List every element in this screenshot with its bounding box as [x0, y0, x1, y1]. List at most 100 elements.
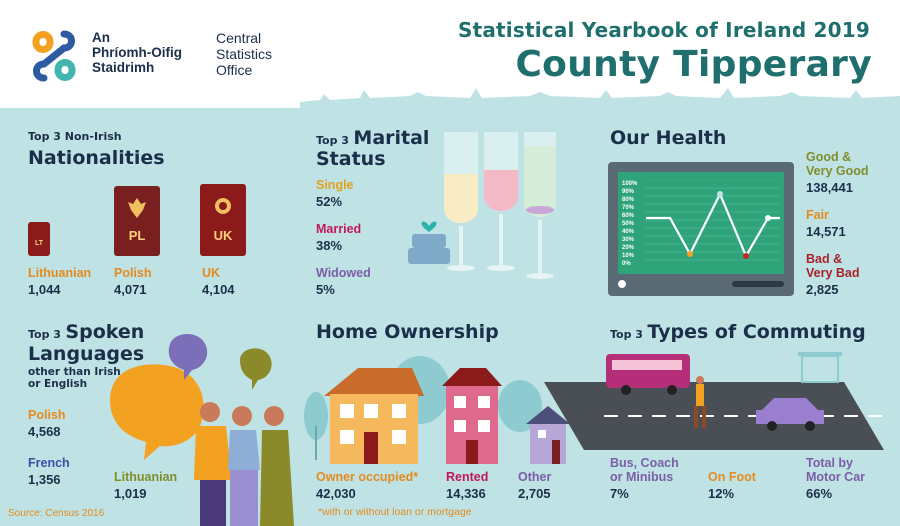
language-value: 1,019: [114, 486, 147, 501]
languages-title-big-2: Languages: [28, 343, 145, 365]
monitor-slot-icon: [732, 281, 784, 287]
languages-subtitle: other than Irish or English: [28, 366, 121, 390]
marital-value: 52%: [316, 194, 343, 209]
nationality-value: 4,071: [114, 282, 147, 297]
marital-value: 5%: [316, 282, 335, 297]
commuting-label: Total by Motor Car: [806, 456, 865, 484]
home-label: Owner occupied*: [316, 470, 419, 484]
languages-title-small: Top 3: [28, 328, 61, 341]
health-label-line: Good &: [806, 150, 852, 164]
monitor-tick: 80%: [622, 197, 635, 203]
languages-title-big: Spoken: [65, 321, 145, 343]
home-value: 2,705: [518, 486, 551, 501]
page-subtitle: County Tipperary: [515, 44, 872, 85]
commuting-label-line: Total by: [806, 456, 853, 470]
language-label: Polish: [28, 408, 66, 422]
home-value: 42,030: [316, 486, 356, 501]
header: An Phríomh-Oifig Staidrimh Central Stati…: [0, 0, 900, 108]
commuting-label-line: Motor Car: [806, 470, 866, 484]
marital-label: Single: [316, 178, 354, 192]
health-value: 138,441: [806, 180, 853, 195]
monitor-tick: 0%: [622, 261, 631, 267]
org-english-line: Statistics: [216, 46, 273, 62]
speech-bubbles-people-icon: [110, 333, 294, 526]
home-label: Other: [518, 470, 552, 484]
org-english-line: Office: [216, 62, 253, 78]
monitor-ticks: 100% 90% 80% 70% 60% 50% 40% 30% 20% 10%…: [622, 180, 637, 268]
languages-subtitle-line: other than Irish: [28, 366, 121, 378]
commuting-label-line: or Minibus: [610, 470, 674, 484]
nationality-value: 1,044: [28, 282, 61, 297]
org-name-english: Central Statistics Office: [216, 30, 272, 78]
commuting-title-small: Top 3: [610, 328, 643, 341]
health-monitor-screen: 100% 90% 80% 70% 60% 50% 40% 30% 20% 10%…: [618, 172, 784, 274]
monitor-button-icon: [618, 280, 626, 288]
health-label-line: Very Bad: [806, 266, 860, 280]
org-name-irish: An Phríomh-Oifig Staidrimh: [92, 30, 182, 75]
source-note: Source: Census 2016: [8, 508, 105, 519]
skyline-icon: [300, 88, 900, 110]
commuting-value: 7%: [610, 486, 629, 501]
passport-pl-icon: PL: [114, 186, 160, 256]
org-english-line: Central: [216, 30, 262, 46]
monitor-tick: 100%: [622, 181, 638, 187]
home-value: 14,336: [446, 486, 486, 501]
monitor-tick: 70%: [622, 205, 635, 211]
health-label: Fair: [806, 208, 829, 222]
health-label-line: Very Good: [806, 164, 869, 178]
health-line-icon: [644, 180, 780, 261]
commuting-value: 12%: [708, 486, 735, 501]
nationality-value: 4,104: [202, 282, 235, 297]
road-scene-icon: [544, 352, 884, 450]
home-title: Home Ownership: [316, 321, 499, 343]
marital-title-small: Top 3: [316, 134, 349, 147]
org-irish-line: Phríomh-Oifig: [92, 45, 182, 60]
eagle-icon: [128, 198, 146, 218]
org-irish-line: Staidrimh: [92, 60, 155, 75]
language-value: 4,568: [28, 424, 61, 439]
nationalities-title: Nationalities: [28, 147, 165, 169]
cso-logo-icon: [32, 30, 76, 82]
monitor-tick: 10%: [622, 253, 635, 259]
commuting-label-line: Bus, Coach: [610, 456, 679, 470]
home-footnote: *with or without loan or mortgage: [318, 506, 472, 518]
commuting-value: 66%: [806, 486, 833, 501]
language-value: 1,356: [28, 472, 61, 487]
monitor-tick: 60%: [622, 213, 635, 219]
health-value: 14,571: [806, 224, 846, 239]
health-value: 2,825: [806, 282, 839, 297]
health-label: Bad & Very Bad: [806, 252, 860, 280]
marital-label: Married: [316, 222, 362, 236]
nationalities-title-small: Top 3 Non-Irish: [28, 130, 122, 143]
crest-icon: [215, 198, 231, 214]
language-label: Lithuanian: [114, 470, 178, 484]
passport-code: PL: [128, 228, 146, 243]
champagne-glasses-icon: [408, 132, 556, 279]
health-label: Good & Very Good: [806, 150, 869, 178]
passport-code: UK: [213, 228, 233, 243]
passport-uk-icon: UK: [200, 184, 246, 256]
marital-label: Widowed: [316, 266, 371, 280]
marital-title-big-2: Status: [316, 148, 386, 170]
nationality-label: UK: [202, 266, 221, 280]
health-title: Our Health: [610, 127, 727, 149]
health-label-line: Bad &: [806, 252, 843, 266]
commuting-title: Top 3 Types of Commuting: [610, 322, 866, 343]
monitor-tick: 50%: [622, 221, 635, 227]
marital-value: 38%: [316, 238, 343, 253]
commuting-label: Bus, Coach or Minibus: [610, 456, 679, 484]
monitor-tick: 90%: [622, 189, 635, 195]
commuting-label: On Foot: [708, 470, 756, 484]
languages-title: Top 3 Spoken: [28, 322, 144, 343]
language-label: French: [28, 456, 70, 470]
nationality-label: Polish: [114, 266, 152, 280]
commuting-title-big: Types of Commuting: [647, 321, 866, 343]
monitor-tick: 40%: [622, 229, 635, 235]
org-irish-line: An: [92, 30, 110, 45]
page-title: Statistical Yearbook of Ireland 2019: [457, 18, 870, 42]
houses-icon: [304, 356, 570, 464]
nationality-label: Lithuanian: [28, 266, 92, 280]
marital-title: Top 3 Marital: [316, 128, 429, 149]
marital-title-big: Marital: [353, 127, 430, 149]
